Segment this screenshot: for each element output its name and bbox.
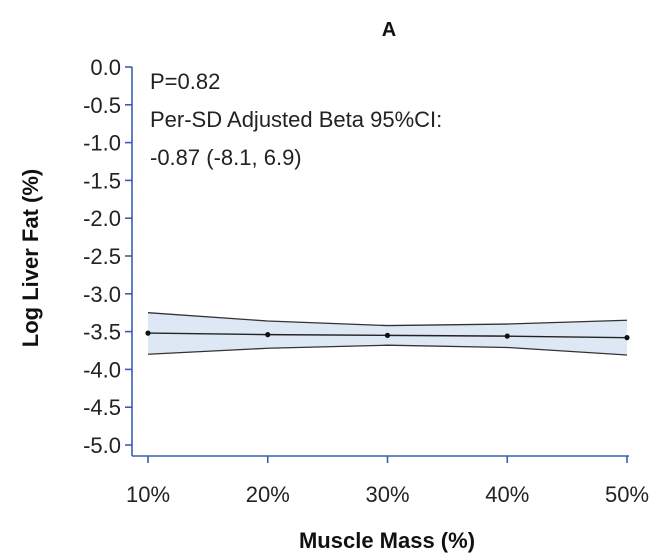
x-tick-label: 50% [605, 482, 649, 507]
y-tick-label: -4.5 [83, 395, 121, 420]
data-point [504, 333, 510, 339]
x-tick-label: 10% [126, 482, 170, 507]
annotation-beta-label: Per-SD Adjusted Beta 95%CI: [150, 107, 442, 132]
annotation-p-value: P=0.82 [150, 69, 220, 94]
upper-ci-line [147, 312, 628, 327]
data-point [384, 332, 391, 338]
data-point [265, 332, 271, 338]
y-tick-label: -4.0 [83, 357, 121, 382]
data-point [145, 330, 151, 336]
x-tick-label: 20% [246, 482, 290, 507]
y-tick-label: 0.0 [90, 55, 121, 80]
x-tick-label: 30% [365, 482, 409, 507]
chart-title: A [382, 19, 396, 41]
y-axis-title: Log Liver Fat (%) [18, 169, 43, 347]
y-tick-label: -3.0 [83, 282, 121, 307]
annotation-beta-value: -0.87 (-8.1, 6.9) [150, 145, 302, 170]
annotation-block: P=0.82 Per-SD Adjusted Beta 95%CI: -0.87… [150, 69, 442, 170]
y-tick-label: -2.0 [83, 206, 121, 231]
x-tick-label: 40% [485, 482, 529, 507]
data-point [624, 335, 630, 341]
y-tick-label: -3.5 [83, 320, 121, 345]
y-tick-label: -1.5 [83, 168, 121, 193]
line-layer [145, 330, 630, 341]
axes: 0.0 -0.5 -1.0 -1.5 -2.0 -2.5 -3.0 -3.5 -4.0 -4.5 -… [83, 55, 649, 507]
y-tick-label: -1.0 [83, 131, 121, 156]
y-tick-label: -0.5 [83, 93, 121, 118]
y-tick-label: -2.5 [83, 244, 121, 269]
lower-ci-line [147, 344, 628, 356]
x-axis-title: Muscle Mass (%) [299, 528, 475, 553]
y-tick-label: -5.0 [83, 433, 121, 458]
